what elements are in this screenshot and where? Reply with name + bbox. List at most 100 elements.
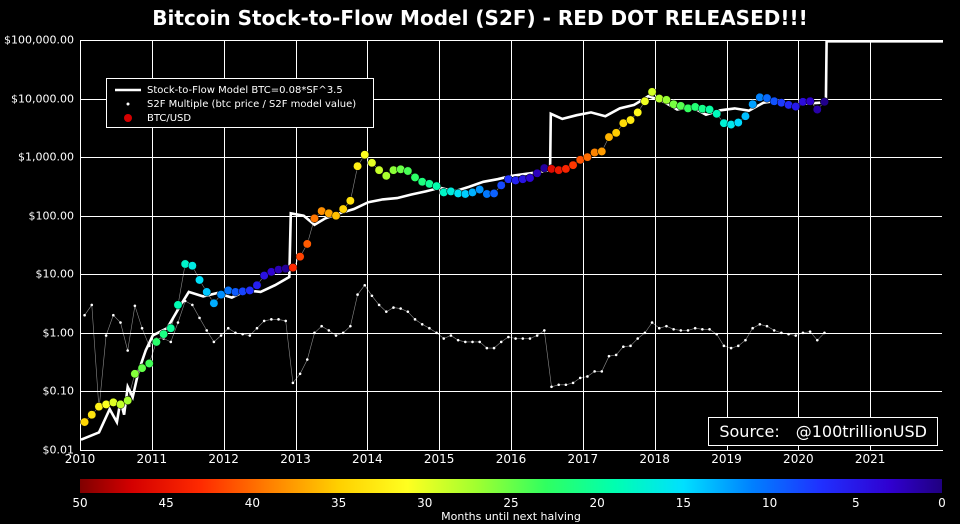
s2f-multiple-dot (514, 337, 517, 340)
s2f-multiple-dot (105, 334, 108, 337)
s2f-multiple-dot (579, 377, 582, 380)
btc-dot (303, 240, 311, 248)
source-box: Source: @100trillionUSD (708, 417, 938, 446)
s2f-multiple-dot (521, 337, 524, 340)
btc-dot (88, 411, 96, 419)
btc-dot (411, 173, 419, 181)
btc-dot (497, 181, 505, 189)
s2f-multiple-dot (493, 347, 496, 350)
s2f-multiple-dot (90, 304, 93, 307)
btc-dot (648, 88, 656, 96)
btc-dot (210, 299, 218, 307)
y-tick-label: $0.10 (43, 385, 75, 398)
s2f-multiple-dot (723, 345, 726, 348)
s2f-multiple-dot (198, 317, 201, 320)
btc-dot (174, 301, 182, 309)
btc-dot (612, 129, 620, 137)
btc-dot (195, 276, 203, 284)
btc-dot (526, 174, 534, 182)
s2f-multiple-dot (320, 325, 323, 328)
btc-dot (741, 112, 749, 120)
btc-line (85, 92, 825, 422)
s2f-multiple-dot (708, 328, 711, 331)
s2f-multiple-dot (442, 337, 445, 340)
s2f-multiple-dot (737, 345, 740, 348)
s2f-multiple-dot (715, 333, 718, 336)
s2f-multiple-dot (773, 329, 776, 332)
btc-dot (375, 166, 383, 174)
s2f-multiple-dot (205, 329, 208, 332)
colorbar-tick-label: 45 (159, 496, 174, 510)
s2f-multiple-dot (600, 370, 603, 373)
x-tick-label: 2011 (137, 452, 168, 466)
s2f-multiple-dot (328, 329, 331, 332)
s2f-multiple-dot (83, 314, 86, 317)
s2f-multiple-dot (363, 284, 366, 287)
s2f-multiple-dot (500, 341, 503, 344)
y-tick-label: $100.00 (29, 209, 75, 222)
s2f-multiple-dot (543, 329, 546, 332)
s2f-multiple-dot (256, 327, 259, 330)
s2f-multiple-dot (529, 337, 532, 340)
s2f-multiple-dot (399, 307, 402, 310)
s2f-multiple-dot (414, 318, 417, 321)
s2f-multiple-dot (794, 334, 797, 337)
x-tick-label: 2016 (496, 452, 527, 466)
y-tick-label: $100,000.00 (4, 34, 74, 47)
s2f-multiple-dot (665, 325, 668, 328)
s2f-multiple-dot (119, 321, 122, 324)
btc-dot (145, 359, 153, 367)
s2f-multiple-dot (478, 341, 481, 344)
s2f-multiple-dot (378, 304, 381, 307)
s2f-multiple-dot (134, 304, 137, 307)
colorbar-rect (80, 479, 942, 493)
s2f-multiple-dot (407, 310, 410, 313)
s2f-multiple-dot (730, 347, 733, 350)
s2f-multiple-dot (277, 318, 280, 321)
legend-multiple: S2F Multiple (btc price / S2F model valu… (147, 99, 356, 110)
s2f-multiple-dot (787, 333, 790, 336)
s2f-multiple-dot (608, 355, 611, 358)
s2f-multiple-dot (766, 325, 769, 328)
btc-dot (80, 418, 88, 426)
s2f-multiple-dot (227, 327, 230, 330)
y-tick-label: $10.00 (36, 268, 75, 281)
s2f-multiple-dot (234, 332, 237, 335)
s2f-multiple-dot (816, 339, 819, 342)
s2f-multiple-dot (751, 327, 754, 330)
colorbar-tick-label: 35 (331, 496, 346, 510)
s2f-multiple-dot (126, 349, 129, 352)
btc-dot (152, 338, 160, 346)
x-tick-label: 2014 (352, 452, 383, 466)
s2f-multiple-dot (141, 327, 144, 330)
btc-dot (475, 185, 483, 193)
colorbar-tick-label: 25 (503, 496, 518, 510)
btc-dot (353, 162, 361, 170)
s2f-multiple-dot (536, 334, 539, 337)
colorbar-tick-label: 50 (72, 496, 87, 510)
btc-dot (432, 182, 440, 190)
s2f-multiple-dot (457, 339, 460, 342)
s2f-multiple-dot (292, 382, 295, 385)
btc-dot (583, 153, 591, 161)
btc-dot (820, 98, 828, 106)
btc-dot (224, 286, 232, 294)
s2f-multiple-dot (823, 332, 826, 335)
s2f-multiple-dot (313, 332, 316, 335)
btc-dot (253, 281, 261, 289)
s2f-multiple-dot (169, 341, 172, 344)
btc-dot (138, 364, 146, 372)
s2f-multiple-dot (651, 321, 654, 324)
s2f-multiple-dot (464, 341, 467, 344)
s2f-multiple-dot (335, 334, 338, 337)
btc-dot (289, 263, 297, 271)
s2f-multiple-dot (636, 337, 639, 340)
x-tick-label: 2020 (783, 452, 814, 466)
btc-dot (634, 108, 642, 116)
s2f-multiple-dot (550, 385, 553, 388)
s2f-multiple-dot (428, 327, 431, 330)
s2f-multiple-dot (759, 323, 762, 326)
btc-dot (662, 96, 670, 104)
s2f-multiple-dot (299, 372, 302, 375)
s2f-multiple-dot (241, 333, 244, 336)
